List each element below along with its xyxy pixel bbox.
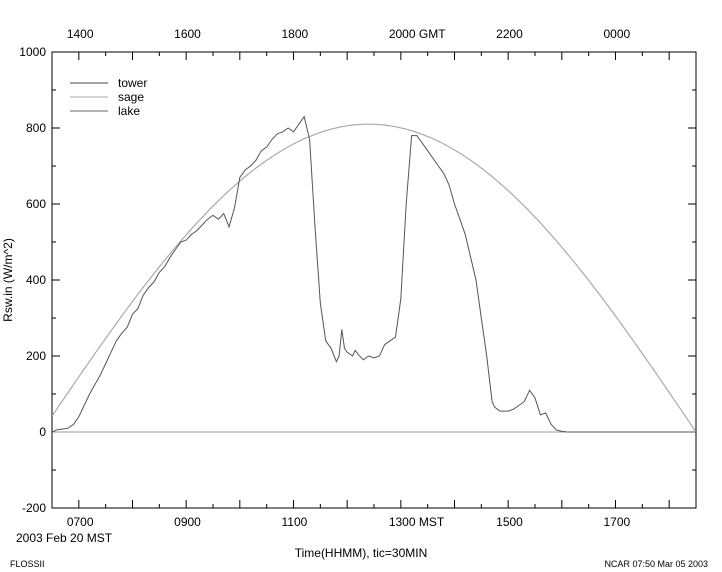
x-tick-label-top: 0000 bbox=[604, 27, 631, 41]
y-tick-label: 1000 bbox=[19, 45, 46, 59]
x-tick-label: 1100 bbox=[282, 515, 308, 529]
x-tick-label-top: 1800 bbox=[282, 27, 309, 41]
x-tick-label-top: 2200 bbox=[496, 27, 523, 41]
footer-left: FLOSSII bbox=[10, 559, 45, 569]
x-tick-label: 0900 bbox=[174, 515, 201, 529]
y-tick-label: 200 bbox=[26, 349, 46, 363]
footer-right: NCAR 07:50 Mar 05 2003 bbox=[604, 559, 708, 569]
series-line-tower bbox=[52, 115, 696, 433]
x-tick-label-top: 2000 GMT bbox=[389, 27, 446, 41]
series-layer bbox=[52, 115, 696, 433]
y-tick-label: -200 bbox=[22, 501, 46, 515]
date-label: 2003 Feb 20 MST bbox=[16, 531, 113, 545]
x-tick-label-top: 1600 bbox=[174, 27, 201, 41]
clear-sky-curve bbox=[52, 123, 696, 433]
x-axis-label: Time(HHMM), tic=30MIN bbox=[294, 546, 428, 560]
y-tick-label: 800 bbox=[26, 121, 46, 135]
y-tick-label: 600 bbox=[26, 197, 46, 211]
x-tick-label-top: 1400 bbox=[67, 27, 94, 41]
x-tick-label: 0700 bbox=[67, 515, 94, 529]
legend-label-lake: lake bbox=[118, 104, 140, 118]
x-tick-label: 1300 MST bbox=[389, 515, 445, 529]
legend-label-sage: sage bbox=[118, 90, 144, 104]
x-tick-label: 1500 bbox=[496, 515, 523, 529]
x-tick-label: 1700 bbox=[604, 515, 631, 529]
y-axis-label: Rsw.in (W/m^2) bbox=[1, 238, 15, 322]
legend-label-tower: tower bbox=[118, 76, 147, 90]
y-tick-label: 400 bbox=[26, 273, 46, 287]
y-tick-label: 0 bbox=[39, 425, 46, 439]
